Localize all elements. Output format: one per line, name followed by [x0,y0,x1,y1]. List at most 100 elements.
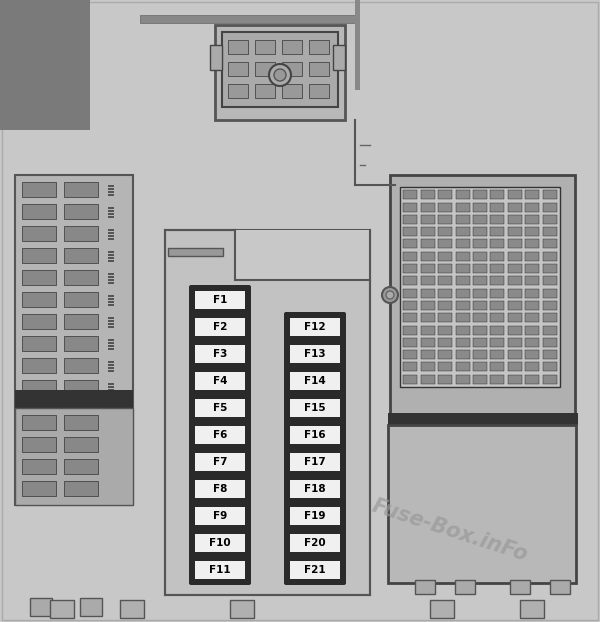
Bar [438,325,452,335]
Bar [64,446,98,461]
Bar [508,190,522,199]
Bar [525,325,539,335]
Text: F6: F6 [213,430,227,440]
Bar [421,203,435,211]
Bar [108,229,114,231]
Bar [108,392,114,394]
Text: F3: F3 [213,349,227,359]
Bar [421,350,435,359]
Bar [108,436,114,438]
Bar [508,215,522,224]
Bar [195,318,245,336]
Bar [64,380,98,395]
Bar [490,239,505,248]
Bar [542,203,557,211]
Bar [108,254,114,256]
Bar [108,216,114,218]
Bar [490,338,505,347]
Bar [108,232,114,234]
Bar [473,313,487,322]
Bar [64,204,98,219]
Bar [473,363,487,371]
Bar [455,252,470,261]
Bar [215,25,345,120]
Bar [22,336,56,351]
Bar [290,399,340,417]
Bar [108,279,114,281]
Bar [550,580,570,594]
FancyBboxPatch shape [189,312,251,342]
FancyBboxPatch shape [284,501,346,531]
FancyBboxPatch shape [284,339,346,369]
Bar [508,264,522,273]
Bar [290,507,340,525]
Bar [64,415,98,430]
Bar [508,350,522,359]
Bar [542,325,557,335]
Bar [403,276,418,285]
Bar [542,301,557,310]
Bar [108,273,114,275]
Bar [108,455,114,457]
Bar [455,190,470,199]
Bar [525,215,539,224]
Bar [525,252,539,261]
Bar [455,215,470,224]
Bar [542,276,557,285]
Bar [421,276,435,285]
Bar [282,62,302,76]
Text: F8: F8 [213,484,227,494]
Bar [22,468,56,483]
Bar [108,430,114,432]
Bar [22,248,56,263]
Bar [490,289,505,298]
Bar [508,374,522,384]
Bar [403,215,418,224]
Bar [510,580,530,594]
Bar [195,480,245,498]
Circle shape [274,69,286,81]
Bar [228,62,248,76]
Bar [22,481,56,496]
Bar [388,413,578,425]
Bar [388,425,576,583]
Bar [108,207,114,209]
Bar [108,427,114,429]
Bar [473,301,487,310]
Circle shape [386,291,394,299]
Bar [108,386,114,388]
Bar [403,350,418,359]
Bar [108,282,114,284]
Bar [455,289,470,298]
Text: F9: F9 [213,511,227,521]
Bar [403,203,418,211]
Bar [525,374,539,384]
Bar [355,0,360,90]
Bar [30,598,52,616]
FancyBboxPatch shape [189,339,251,369]
Bar [421,215,435,224]
Bar [165,230,370,595]
Bar [108,477,114,479]
Bar [438,301,452,310]
FancyBboxPatch shape [284,312,346,342]
Text: F14: F14 [304,376,326,386]
Bar [473,374,487,384]
Text: F12: F12 [304,322,326,332]
Bar [290,480,340,498]
Text: F20: F20 [304,538,326,548]
Bar [108,298,114,300]
Bar [438,363,452,371]
Bar [64,182,98,197]
Bar [64,468,98,483]
Bar [108,342,114,344]
Bar [108,185,114,187]
Bar [438,350,452,359]
Bar [235,230,370,280]
Bar [64,424,98,439]
Text: F16: F16 [304,430,326,440]
Bar [421,190,435,199]
Bar [390,175,575,415]
Bar [525,190,539,199]
Bar [333,45,345,70]
